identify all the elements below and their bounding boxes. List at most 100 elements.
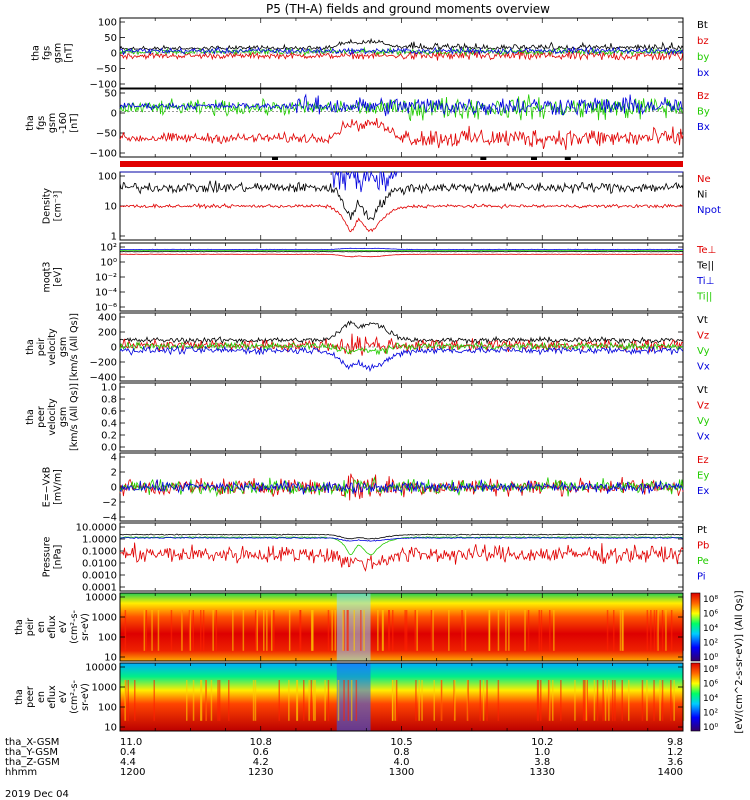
spectrogram-stripe <box>497 680 500 721</box>
spectrogram-stripe <box>145 610 148 651</box>
panel-2-ylabel: thafgsgsm-160[nT] <box>25 112 80 134</box>
spectrogram-stripe <box>252 680 255 721</box>
spectrogram-stripe <box>394 680 396 721</box>
ytick-label: −2 <box>102 498 117 509</box>
ylabel-line: peer <box>25 686 36 708</box>
ylabel-line: eflux <box>47 685 58 709</box>
spectrogram-stripe <box>548 680 551 721</box>
spectrogram-stripe <box>288 680 290 721</box>
spectrogram-stripe <box>670 610 673 651</box>
spectrogram-stripe <box>646 610 649 651</box>
ytick-label: 100 <box>98 18 117 29</box>
spectrogram-stripe <box>608 680 610 721</box>
colorbar-tick-label: 10⁴ <box>703 694 718 704</box>
ylabel-line: (cm²-s- <box>69 610 80 644</box>
panel-8-series-0 <box>119 533 684 540</box>
panel-1-series-3 <box>119 46 684 56</box>
spectrogram-stripe <box>421 680 423 721</box>
spectrogram-stripe <box>381 610 384 651</box>
legend-pe: Pe <box>697 556 709 567</box>
panel-8-ylabel: Pressure[nPa] <box>42 537 64 578</box>
spectrogram-stripe <box>296 680 299 721</box>
ytick-label: 1000 <box>92 613 117 624</box>
spectrogram-ion <box>120 593 683 661</box>
ylabel-line: gsm <box>58 337 69 357</box>
orbit-row-value: 1200 <box>120 767 145 778</box>
ylabel-line: (cm²-s- <box>69 680 80 714</box>
spectrogram-stripe <box>343 680 345 721</box>
colorbar-tick-label: 10⁰ <box>703 723 718 733</box>
orbit-row-value: 10.8 <box>250 737 272 748</box>
spectrogram-stripe <box>143 610 146 651</box>
spectrogram-stripe <box>212 610 214 651</box>
spectrogram-stripe <box>486 680 488 721</box>
legend-ez: Ez <box>697 455 709 466</box>
panel-3-series-1 <box>119 202 684 233</box>
orbit-row-label: tha_Z-GSM <box>5 757 60 768</box>
spectrogram-stripe <box>353 610 355 651</box>
spectrogram-stripe <box>414 610 416 651</box>
orbit-row-value: 10.2 <box>531 737 553 748</box>
spectrogram-stripe <box>659 680 661 721</box>
ytick-label: −50 <box>96 129 117 140</box>
spectrogram-stripe <box>657 610 659 651</box>
ylabel-line: -160 <box>58 112 69 134</box>
panel-1-series-0 <box>119 37 684 51</box>
spectrogram-stripe <box>151 610 153 651</box>
ylabel-line: [nT] <box>64 43 75 62</box>
spectrogram-stripe <box>170 610 173 651</box>
ylabel-line: [mV/m] <box>53 469 64 505</box>
spectrogram-stripe <box>540 610 543 651</box>
legend-ni: Ni <box>697 190 707 201</box>
legend-vx: Vx <box>697 362 710 373</box>
ytick-label: 2 <box>111 468 117 479</box>
mode-flag-mark <box>530 157 537 160</box>
spectrogram-stripe <box>464 610 467 651</box>
spectrogram-stripe <box>347 680 350 721</box>
spectrogram-stripe <box>134 680 136 721</box>
ylabel-line: fgs <box>36 116 47 130</box>
legend-vx: Vx <box>697 432 710 443</box>
spectrogram-stripe <box>646 680 648 721</box>
ytick-label: 0.0 <box>101 443 117 454</box>
ylabel-line: moqt3 <box>42 262 53 293</box>
legend-bx: Bx <box>697 122 710 133</box>
spectrogram-stripe <box>312 610 314 651</box>
panel-7-series-2 <box>119 479 684 495</box>
orbit-row-value: 11.0 <box>120 737 142 748</box>
spectrogram-stripe <box>653 680 655 721</box>
orbit-row-value: 9.8 <box>667 737 683 748</box>
legend-bz: Bz <box>697 91 709 102</box>
spectrogram-stripe <box>256 610 258 651</box>
legend-vy: Vy <box>697 416 710 427</box>
spectrogram-stripe <box>628 680 630 721</box>
spectrogram-stripe <box>310 680 313 721</box>
spectrogram-stripe <box>602 680 604 721</box>
panel-5-ylabel: thapeirvelocitygsm[km/s (All Qs)] <box>25 313 80 381</box>
ylabel-line: [nPa] <box>53 545 64 570</box>
spectrogram-stripe <box>186 680 188 721</box>
spectrogram-stripe <box>346 610 348 651</box>
spectrogram-stripe <box>278 680 280 721</box>
ytick-label: 0.0100 <box>82 559 117 570</box>
spectrogram-stripe <box>347 610 349 651</box>
orbit-row-value: 3.6 <box>667 757 683 768</box>
spectrogram-stripe <box>271 610 273 651</box>
spectrogram-stripe <box>430 610 433 651</box>
ytick-label: −400 <box>90 373 117 384</box>
ytick-label: 0.2 <box>101 431 117 442</box>
panel-3-ylabel: Density[cm⁻³] <box>42 188 64 224</box>
spectrogram-stripe <box>416 610 418 651</box>
panel-5-series-2 <box>119 340 684 356</box>
ytick-label: 10⁻² <box>95 273 117 284</box>
spectrogram-stripe <box>314 680 316 721</box>
ytick-label: 0 <box>111 109 117 120</box>
spectrogram-stripe <box>586 680 588 721</box>
ytick-label: 10 <box>104 202 117 213</box>
ylabel-line: gsm <box>47 113 58 133</box>
ylabel-line: Pressure <box>42 537 53 578</box>
panel-9: thapeirenefluxeV(cm²-s-sr-eV) 10000 1000 10… <box>14 592 684 664</box>
ylabel-line: gsm <box>58 407 69 427</box>
spectrogram-stripe <box>205 680 207 721</box>
ytick-label: 10000 <box>85 663 117 674</box>
